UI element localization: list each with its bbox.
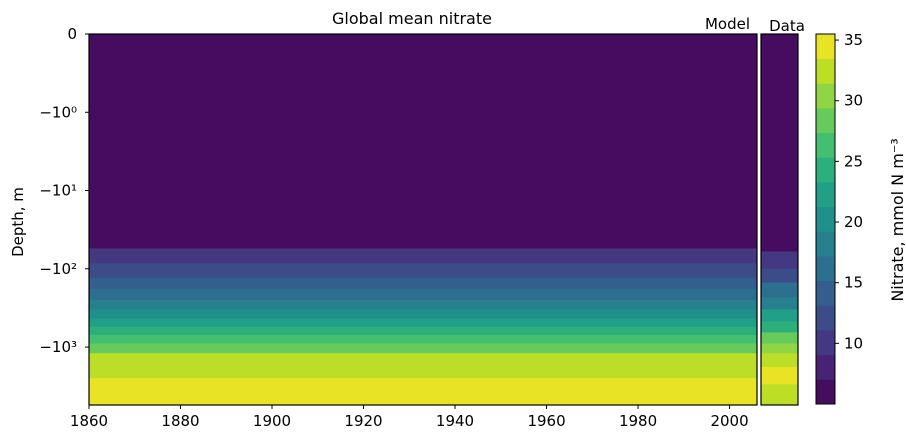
y-tick-label: 0	[67, 25, 77, 43]
data-panel-frame	[760, 33, 799, 406]
y-tick-label: −10³	[39, 338, 77, 356]
x-tick-label: 1960	[527, 412, 565, 430]
x-tick-label: 2000	[710, 412, 748, 430]
heatmap-cell	[761, 343, 798, 354]
x-tick-label: 1860	[70, 412, 108, 430]
heatmap-cell	[761, 268, 798, 284]
colorbar-label: Nitrate, mmol N m⁻³	[888, 138, 906, 301]
colorbar-segment	[816, 34, 835, 60]
x-tick-label: 1880	[161, 412, 199, 430]
panel-label-data: Data	[769, 17, 805, 35]
colorbar-segment	[816, 58, 835, 84]
colorbar-segment	[816, 182, 835, 208]
colorbar-segment	[816, 354, 835, 380]
heatmap-cell	[761, 384, 798, 406]
colorbar-segment	[816, 256, 835, 282]
heatmap-cell	[89, 263, 757, 279]
colorbar-tick-label: 15	[844, 274, 863, 292]
x-tick-label: 1980	[619, 412, 657, 430]
colorbar-segment	[816, 330, 835, 356]
heatmap-cell	[89, 248, 757, 264]
heatmap-cell	[761, 34, 798, 252]
heatmap-cell	[761, 367, 798, 385]
colorbar-tick-label: 20	[844, 213, 863, 231]
colorbar: 10 15 20 25 30 35	[815, 31, 863, 405]
colorbar-tick-label: 25	[844, 152, 863, 170]
axes: 1860 1880 1900 1920 1940 1960 1980 2000 0 −10⁰ −10…	[39, 25, 799, 430]
heatmap-cell	[761, 297, 798, 310]
heatmap-cell	[89, 318, 757, 328]
chart-title: Global mean nitrate	[332, 9, 492, 28]
y-tick-label: −10¹	[39, 182, 77, 200]
colorbar-segment	[816, 379, 835, 405]
colorbar-tick-label: 10	[844, 334, 863, 352]
y-tick-label: −10²	[39, 260, 77, 278]
heatmap-cell	[761, 251, 798, 270]
colorbar-tick-label: 30	[844, 92, 863, 110]
x-tick-label: 1940	[436, 412, 474, 430]
heatmap-cell	[761, 353, 798, 368]
heatmap-cell	[89, 326, 757, 336]
model-panel-frame	[88, 33, 758, 406]
heatmap-cell	[761, 332, 798, 344]
colorbar-segment	[816, 231, 835, 257]
colorbar-segment	[816, 108, 835, 134]
heatmap-cell	[761, 321, 798, 333]
heatmap-cell	[761, 282, 798, 298]
model-heatmap	[89, 34, 757, 406]
colorbar-segment	[816, 305, 835, 331]
colorbar-segment	[816, 280, 835, 306]
heatmap-cell	[89, 309, 757, 319]
colorbar-segment	[816, 157, 835, 183]
heatmap-cell	[89, 343, 757, 354]
heatmap-cell	[89, 34, 757, 249]
y-tick-label: −10⁰	[39, 103, 77, 121]
y-axis-label: Depth, m	[9, 187, 27, 257]
colorbar-segment	[816, 83, 835, 109]
heatmap-cell	[89, 277, 757, 290]
x-tick-label: 1920	[344, 412, 382, 430]
heatmap-cell	[89, 378, 757, 406]
colorbar-segment	[816, 132, 835, 158]
heatmap-cell	[89, 334, 757, 344]
panel-label-model: Model	[705, 15, 750, 33]
colorbar-segment	[816, 206, 835, 232]
heatmap-cell	[761, 309, 798, 322]
x-tick-label: 1900	[253, 412, 291, 430]
heatmap-cell	[89, 288, 757, 301]
heatmap-cell	[89, 353, 757, 379]
data-heatmap	[761, 34, 798, 406]
colorbar-frame	[815, 33, 836, 405]
heatmap-cell	[89, 299, 757, 310]
colorbar-tick-label: 35	[844, 31, 863, 49]
